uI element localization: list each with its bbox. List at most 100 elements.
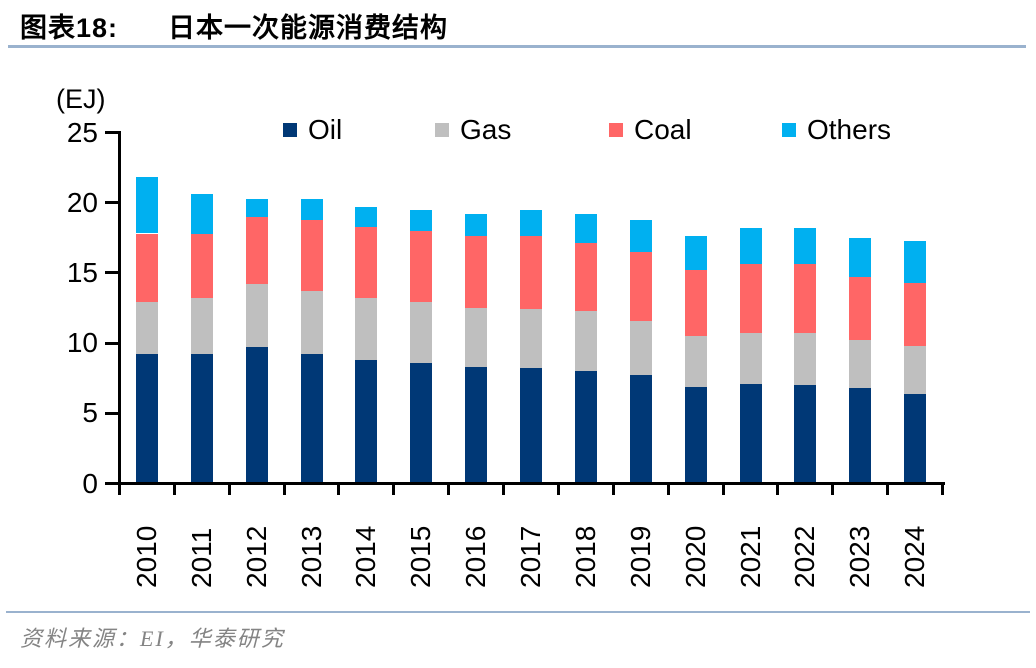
x-tick-label-2019: 2019 xyxy=(624,525,656,588)
x-axis-tick xyxy=(447,485,451,495)
bar-2013-gas xyxy=(300,291,323,355)
x-tick-label-2011: 2011 xyxy=(185,527,217,588)
x-tick-label-2022: 2022 xyxy=(789,525,821,588)
legend-label: Coal xyxy=(634,114,692,145)
x-axis-tick xyxy=(556,485,560,495)
x-tick-label-2015: 2015 xyxy=(405,525,437,588)
legend-item-gas: Gas xyxy=(435,116,511,144)
bar-2012-others xyxy=(245,198,268,217)
bar-2012-coal xyxy=(245,216,268,285)
bar-2023-coal xyxy=(849,277,872,341)
bar-2021-coal xyxy=(739,264,762,334)
y-axis-tick xyxy=(105,131,118,134)
bar-2020-oil xyxy=(684,386,707,482)
title-divider xyxy=(8,45,1026,48)
bar-2018-gas xyxy=(574,310,597,372)
bar-2018-oil xyxy=(574,371,597,482)
x-axis-tick xyxy=(886,485,890,495)
bar-2014-others xyxy=(355,206,378,227)
bar-2024-coal xyxy=(904,282,927,346)
legend-label: Gas xyxy=(460,114,512,145)
y-tick-label: 0 xyxy=(82,467,98,499)
bar-2017-others xyxy=(520,209,542,237)
x-tick-label-2018: 2018 xyxy=(569,525,601,588)
bar-2023-oil xyxy=(849,388,872,482)
x-tick-label-2013: 2013 xyxy=(295,525,327,588)
bar-2015-others xyxy=(410,209,433,231)
bar-2018-coal xyxy=(574,243,597,311)
y-tick-label: 20 xyxy=(66,186,98,218)
source-text: 资料来源：EI，华泰研究 xyxy=(20,626,285,651)
bar-2017-oil xyxy=(520,368,542,482)
x-axis-tick xyxy=(666,485,670,495)
x-axis-tick xyxy=(282,485,286,495)
bar-2011-gas xyxy=(190,298,213,355)
x-tick-label-2023: 2023 xyxy=(844,525,876,588)
x-axis-tick xyxy=(611,485,615,495)
x-axis-tick xyxy=(172,485,176,495)
bar-2015-oil xyxy=(410,362,433,482)
x-tick-label-2017: 2017 xyxy=(515,525,546,588)
oil-legend-swatch xyxy=(283,123,297,137)
bar-2010-others xyxy=(135,177,158,234)
y-tick-label: 5 xyxy=(82,397,98,429)
legend-item-others: Others xyxy=(782,116,891,144)
figure-title-row: 图表18: 日本一次能源消费结构 xyxy=(20,6,448,45)
bar-2019-gas xyxy=(629,320,652,376)
x-tick-label-2020: 2020 xyxy=(679,525,711,588)
x-tick-label-2012: 2012 xyxy=(240,525,272,588)
bar-2022-others xyxy=(794,227,817,265)
x-axis-tick xyxy=(227,485,231,495)
bar-2015-gas xyxy=(410,302,433,363)
x-tick-label-2010: 2010 xyxy=(130,525,162,588)
x-axis-tick xyxy=(392,485,396,495)
figure-title: 日本一次能源消费结构 xyxy=(168,13,449,43)
bar-2013-oil xyxy=(300,354,323,482)
bar-2017-coal xyxy=(520,236,542,310)
gas-legend-swatch xyxy=(435,123,449,137)
bar-2020-coal xyxy=(684,270,707,337)
coal-legend-swatch xyxy=(609,123,623,137)
y-tick-label: 15 xyxy=(66,256,98,288)
bar-2021-gas xyxy=(739,333,762,384)
bar-2024-others xyxy=(904,240,927,283)
y-axis-tick xyxy=(105,482,118,485)
bar-2016-coal xyxy=(465,236,488,308)
bar-2023-others xyxy=(849,237,872,278)
bar-2012-oil xyxy=(245,347,268,482)
y-axis-tick xyxy=(105,411,118,415)
x-tick-label-2024: 2024 xyxy=(899,525,931,588)
x-tick-label-2016: 2016 xyxy=(460,525,492,588)
bar-2013-coal xyxy=(300,219,323,292)
bar-2018-others xyxy=(574,213,597,244)
bar-2016-gas xyxy=(465,308,488,367)
others-legend-swatch xyxy=(782,123,796,137)
bar-2012-gas xyxy=(245,284,268,348)
y-tick-label: 25 xyxy=(66,116,98,148)
y-axis-tick xyxy=(105,341,118,345)
figure-number-label: 图表18: xyxy=(20,13,119,43)
x-axis-tick xyxy=(502,485,506,495)
y-axis-tick xyxy=(105,201,118,205)
y-axis-tick xyxy=(105,271,118,275)
y-axis xyxy=(118,131,121,485)
x-axis-tick xyxy=(721,485,725,495)
bar-2019-oil xyxy=(629,375,652,482)
bar-2021-others xyxy=(739,227,762,265)
bar-2014-oil xyxy=(355,359,378,482)
bar-2020-others xyxy=(684,236,707,271)
bar-2010-gas xyxy=(135,302,158,355)
y-tick-label: 10 xyxy=(66,327,98,359)
x-axis-tick xyxy=(941,485,944,495)
bar-2011-oil xyxy=(190,354,213,482)
x-tick-label-2014: 2014 xyxy=(350,525,382,588)
bar-2023-gas xyxy=(849,340,872,388)
bar-2017-gas xyxy=(520,309,542,369)
bar-2020-gas xyxy=(684,336,707,387)
bar-2014-coal xyxy=(355,226,378,299)
legend-label: Oil xyxy=(308,114,343,145)
x-axis-tick xyxy=(776,485,780,495)
bar-2011-others xyxy=(190,194,213,234)
bar-2011-coal xyxy=(190,233,213,299)
bar-2021-oil xyxy=(739,383,762,482)
